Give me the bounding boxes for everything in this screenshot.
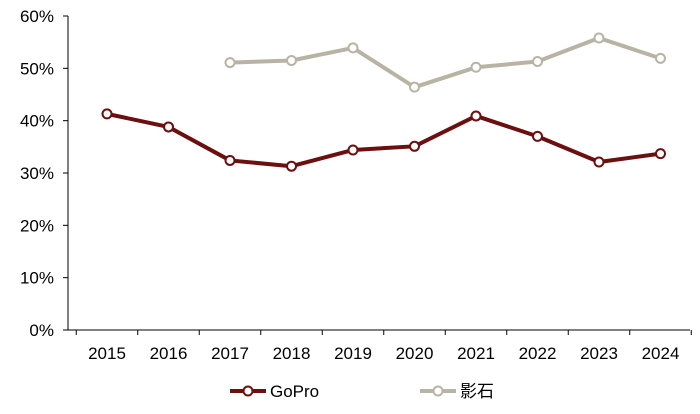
data-point (101, 108, 113, 120)
data-point (224, 154, 236, 166)
y-tick-label: 60% (20, 7, 54, 26)
data-point (163, 121, 174, 133)
data-point (470, 110, 482, 122)
x-tick-label: 2018 (273, 344, 311, 363)
data-point (593, 156, 605, 168)
y-tick-label: 50% (20, 59, 54, 78)
x-tick-label: 2016 (150, 344, 188, 363)
data-point (286, 54, 297, 66)
data-point (409, 140, 420, 152)
x-tick-label: 2019 (334, 344, 372, 363)
data-point (655, 52, 666, 64)
y-axis: 0% 10% 20% 30% 40% 50% 60% (20, 7, 69, 340)
series-layer (101, 32, 666, 172)
y-tick-label: 30% (20, 164, 54, 183)
x-tick-label: 2024 (642, 344, 680, 363)
x-tick-label: 2015 (88, 344, 126, 363)
y-tick-label: 0% (29, 321, 54, 340)
data-point (593, 32, 605, 44)
legend: GoPro 影石 (230, 382, 494, 401)
legend-swatch-marker (432, 385, 444, 397)
x-tick-label: 2023 (580, 344, 618, 363)
x-tick-label: 2020 (396, 344, 434, 363)
series-0 (101, 108, 666, 172)
x-tick-label: 2021 (457, 344, 495, 363)
series-1 (224, 32, 666, 93)
x-tick-label: 2017 (211, 344, 249, 363)
series-line (229, 35, 662, 90)
data-point (655, 148, 666, 160)
data-point (532, 130, 543, 142)
y-tick-label: 20% (20, 216, 54, 235)
legend-swatch-marker (242, 385, 254, 397)
data-point (470, 61, 482, 73)
y-tick-label: 40% (20, 112, 54, 131)
x-tick-label: 2022 (519, 344, 557, 363)
x-axis: 2015 2016 2017 2018 2019 2020 2021 2022 2023 2024 (68, 329, 692, 363)
data-point (286, 160, 297, 172)
data-point (409, 81, 420, 93)
y-tick-label: 10% (20, 269, 54, 288)
series-line (106, 111, 661, 169)
legend-label: 影石 (460, 382, 494, 401)
data-point (347, 144, 359, 156)
data-point (532, 56, 543, 68)
legend-item: GoPro (230, 382, 319, 401)
legend-item: 影石 (420, 382, 494, 401)
data-point (224, 57, 236, 69)
data-point (347, 42, 359, 54)
legend-label: GoPro (270, 382, 319, 401)
